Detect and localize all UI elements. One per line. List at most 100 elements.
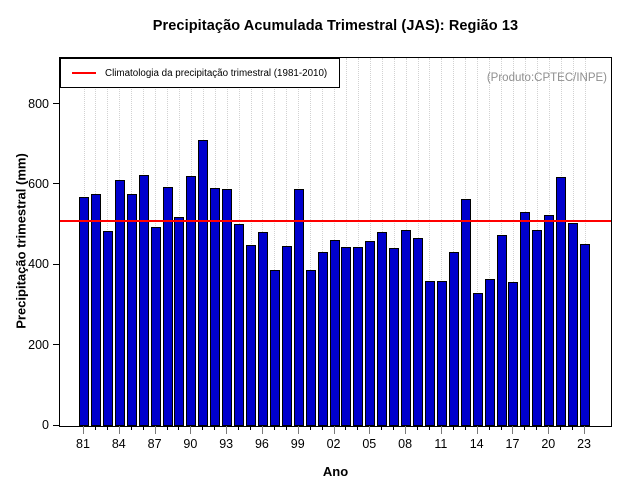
bar-2012 [448,252,459,426]
x-tick [452,426,454,430]
bar-1981 [79,197,89,426]
x-tick [464,426,466,430]
grid-line-2011 [441,58,443,426]
bar-1987 [150,227,161,426]
y-tick-label: 800 [28,96,49,111]
bar-2004 [353,247,364,426]
bar-1998 [281,246,292,426]
bar-2023 [580,244,591,426]
x-tick [381,426,383,430]
bar-2013 [460,199,471,426]
x-tick [524,426,526,430]
x-tick-major [154,426,156,434]
grid-line-2003 [345,58,347,426]
x-tick [309,426,311,430]
bar-2010 [424,281,435,426]
y-tick [53,103,59,105]
bar-2000 [305,270,316,426]
x-tick [357,426,359,430]
bar-1985 [126,194,137,426]
bar-1997 [269,270,280,426]
page-title: Precipitação Acumulada Trimestral (JAS):… [152,18,519,34]
watermark-label: (Produto:CPTEC/INPE) [486,72,607,84]
x-tick-label: 23 [577,437,591,451]
x-tick-major [297,426,299,434]
x-tick [166,426,168,430]
grid-line-1995 [250,58,252,426]
x-tick [488,426,490,430]
x-tick-label: 96 [254,437,269,451]
climatology-line-swatch [72,72,96,74]
bar-2016 [496,235,507,426]
x-tick-label: 02 [326,437,341,451]
x-tick [345,426,347,430]
y-tick-label: 600 [28,176,49,191]
x-tick [273,426,275,430]
bar-2019 [532,230,543,426]
x-tick-major [476,426,478,434]
plot-inner: Climatologia da precipitação trimestral … [60,58,611,426]
bar-2022 [568,223,579,426]
bar-2015 [484,279,495,426]
bar-1994 [234,224,245,426]
bar-2003 [341,247,352,426]
x-tick [142,426,144,430]
x-tick-label: 05 [362,437,377,451]
bar-2006 [377,232,388,426]
x-tick [250,426,252,430]
x-tick-major [190,426,192,434]
x-tick [94,426,96,430]
bar-2021 [556,177,567,426]
x-tick-major [83,426,84,434]
x-tick [238,426,240,430]
bar-2002 [329,240,340,426]
bar-1989 [174,217,185,426]
x-tick [130,426,132,430]
legend: Climatologia da precipitação trimestral … [60,58,341,88]
x-tick-label: 11 [434,437,448,451]
y-tick-label: 0 [42,418,49,432]
bar-1990 [186,176,197,426]
y-tick [53,263,59,265]
x-tick-label: 17 [505,437,520,451]
bar-1983 [102,231,113,426]
x-tick-major [369,426,371,434]
bar-1991 [198,140,209,426]
x-tick [417,426,419,430]
bar-2018 [520,212,531,426]
x-tick [560,426,562,430]
bar-2008 [401,230,412,426]
grid-line-2012 [453,58,455,426]
grid-line-1997 [274,58,276,426]
x-tick [178,426,180,430]
x-axis-title: Ano [322,464,349,479]
bar-1992 [210,188,221,426]
x-tick-label: 93 [219,437,234,451]
bar-1995 [246,245,257,426]
x-tick-major [584,426,586,434]
y-tick [53,344,59,346]
bar-2001 [317,252,328,426]
grid-line-2014 [477,58,479,426]
bar-1999 [293,189,304,426]
x-tick-label: 90 [183,437,198,451]
grid-line-2001 [322,58,324,426]
plot-area: Climatologia da precipitação trimestral … [59,57,612,427]
x-tick-label: 14 [469,437,484,451]
x-tick-label: 99 [290,437,305,451]
bar-2017 [508,282,519,426]
climatology-line [60,219,611,222]
x-tick-label: 08 [398,437,413,451]
x-tick-label: 87 [147,437,162,451]
x-tick [321,426,323,430]
bar-1988 [162,187,173,426]
grid-line-2017 [512,58,514,426]
grid-line-2000 [310,58,312,426]
grid-line-2023 [584,58,586,426]
x-tick-major [548,426,550,434]
bar-2011 [436,281,447,426]
x-tick-major [226,426,228,434]
bar-1984 [114,180,125,426]
legend-label: Climatologia da precipitação trimestral … [105,67,328,79]
x-tick [214,426,216,430]
